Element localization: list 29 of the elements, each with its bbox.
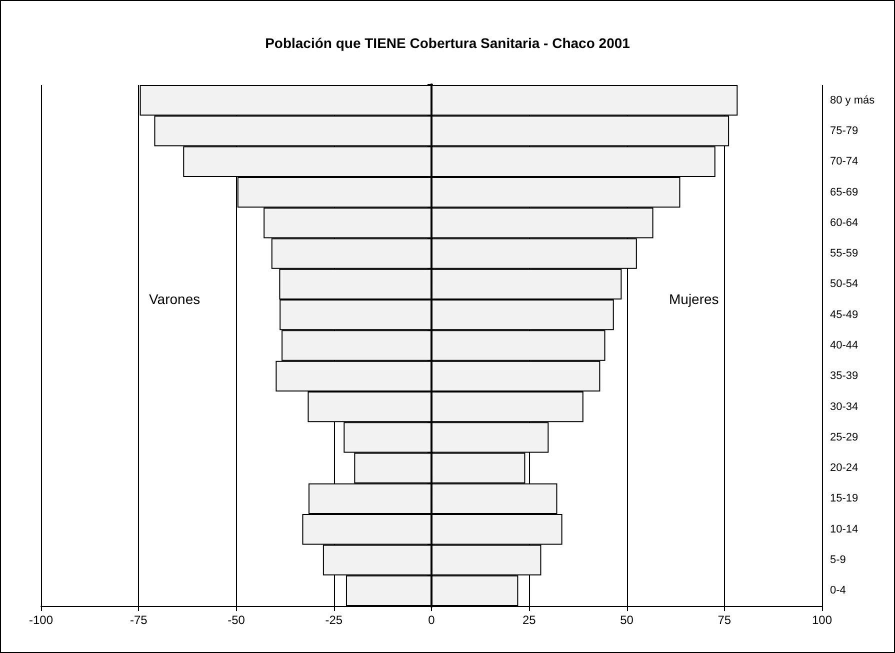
x-tick-label: -75: [130, 613, 148, 627]
y-tick-label: 65-69: [830, 186, 858, 198]
x-tick-label: 75: [718, 613, 732, 627]
y-tick-label: 55-59: [830, 248, 858, 260]
y-tick-label: 10-14: [830, 523, 858, 536]
y-tick-label: 35-39: [830, 370, 858, 382]
y-tick-label: 40-44: [830, 340, 858, 352]
y-tick-label: 75-79: [830, 124, 858, 137]
y-tick-label: 20-24: [830, 462, 858, 474]
y-tick-label: 30-34: [830, 400, 858, 413]
y-tick-label: 60-64: [830, 216, 858, 229]
x-tick-label: 50: [620, 613, 634, 627]
chart-title: Población que TIENE Cobertura Sanitaria - Chaco 2001: [265, 35, 630, 51]
y-tick-label: 15-19: [830, 492, 858, 505]
y-tick-label: 0-4: [830, 584, 846, 597]
x-tick-label: -100: [28, 613, 54, 627]
annotation: Varones: [149, 291, 200, 307]
x-tick-label: -25: [325, 613, 343, 627]
x-tick-label: 100: [812, 613, 832, 627]
y-tick-label: 70-74: [830, 156, 858, 168]
x-tick-label: -50: [228, 613, 246, 627]
x-tick-label: 0: [428, 613, 436, 627]
y-tick-label: 5-9: [830, 554, 846, 566]
x-tick-label: 25: [522, 613, 536, 627]
y-tick-label: 45-49: [830, 308, 858, 321]
annotation: Mujeres: [669, 291, 719, 307]
y-tick-label: 80 y más: [830, 94, 876, 106]
y-tick-label: 50-54: [830, 278, 858, 290]
y-tick-label: 25-29: [830, 431, 858, 444]
